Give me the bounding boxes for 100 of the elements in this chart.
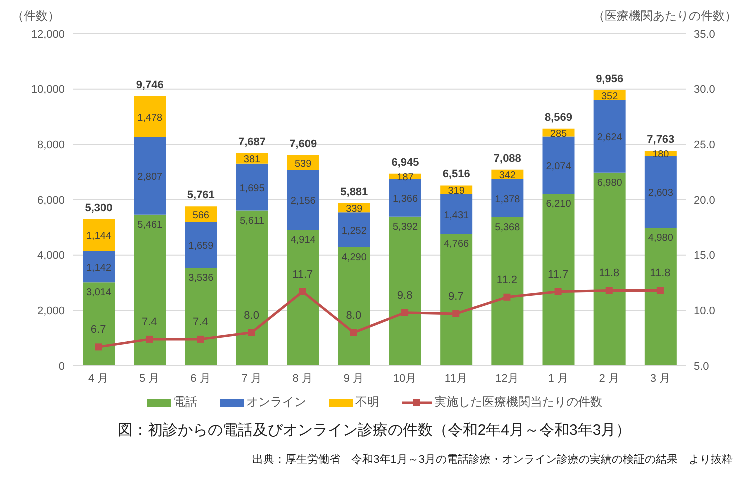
y2-tick-label: 25.0 (694, 140, 716, 152)
point (452, 310, 460, 318)
data-label: 2,807 (138, 172, 164, 184)
y2-axis-title: （医療機関あたりの件数） (593, 8, 733, 25)
data-label: 566 (192, 210, 210, 222)
bar (542, 194, 575, 366)
data-label: 11.8 (650, 268, 671, 280)
total-label: 8,569 (544, 112, 573, 124)
data-label: 1,695 (240, 183, 266, 194)
total-label: 7,687 (238, 136, 266, 148)
data-label: 539 (294, 158, 312, 170)
data-label: 1,144 (86, 231, 112, 242)
legend-label: 不明 (354, 394, 380, 411)
bar (236, 210, 268, 366)
y-tick-label: 6,000 (37, 194, 65, 207)
bar (390, 179, 422, 217)
y2-tick-label: 5.0 (694, 360, 710, 373)
bar (185, 268, 218, 366)
data-label: 11.8 (599, 268, 620, 280)
x-tick-label: 5 月 (140, 372, 160, 385)
bar (83, 251, 115, 283)
x-tick-label: 4 月 (88, 372, 109, 385)
bar (594, 172, 626, 366)
data-label: 3,536 (188, 273, 214, 284)
point (350, 329, 358, 336)
point (656, 287, 664, 294)
y2-tick-label: 35.0 (694, 28, 716, 41)
total-label: 7,088 (494, 152, 522, 165)
data-label: 5,461 (138, 220, 164, 231)
legend-label: オンライン (246, 394, 306, 411)
bar (492, 217, 524, 366)
point (146, 336, 154, 343)
point (606, 287, 613, 294)
total-label: 7,763 (647, 134, 675, 146)
bar (338, 247, 370, 366)
data-label: 2,074 (546, 162, 572, 172)
point (299, 288, 306, 296)
point (554, 288, 562, 296)
bar (185, 222, 218, 268)
data-label: 11.7 (548, 268, 569, 281)
x-tick-label: 12月 (496, 372, 519, 385)
y-tick-label: 0 (58, 360, 65, 373)
total-label: 5,300 (85, 202, 113, 214)
bar (390, 216, 422, 366)
x-tick-label: 10月 (393, 372, 417, 385)
point (248, 329, 256, 336)
bar (134, 214, 166, 366)
data-label: 1,659 (188, 241, 214, 252)
data-label: 6,210 (546, 199, 572, 210)
x-tick-label: 11月 (444, 372, 468, 385)
x-tick-label: 8 月 (292, 372, 313, 385)
x-tick-label: 9 月 (344, 372, 364, 385)
bar (83, 219, 115, 252)
data-label: 7.4 (142, 316, 158, 328)
data-label: 342 (499, 170, 516, 182)
data-label: 2,603 (648, 188, 674, 200)
y2-tick-label: 15.0 (694, 250, 716, 262)
bar (287, 170, 320, 230)
data-label: 5,392 (392, 222, 418, 233)
y-tick-label: 12,000 (31, 28, 65, 41)
y-tick-label: 10,000 (31, 84, 65, 96)
y2-tick-label: 20.0 (694, 194, 716, 207)
data-label: 1,431 (444, 210, 470, 222)
data-label: 1,142 (86, 262, 112, 274)
data-label: 8.0 (244, 310, 260, 322)
point (504, 294, 511, 301)
data-label: 2,624 (597, 132, 623, 144)
bar (644, 156, 677, 228)
x-tick-label: 6 月 (190, 372, 211, 385)
data-label: 5,368 (495, 222, 521, 234)
data-label: 6,980 (597, 178, 623, 189)
y-tick-label: 8,000 (37, 140, 65, 152)
y-tick-label: 4,000 (37, 250, 65, 262)
total-label: 9,956 (596, 74, 624, 86)
bar (594, 100, 626, 173)
data-label: 9.8 (397, 290, 413, 302)
y-axis-title: （件数） (12, 8, 60, 25)
data-label: 4,914 (290, 235, 316, 246)
bar (236, 164, 268, 211)
data-label: 4,980 (648, 233, 674, 244)
point (197, 336, 204, 343)
total-label: 5,881 (340, 186, 368, 198)
data-label: 11.2 (496, 274, 518, 286)
data-label: 8.0 (346, 310, 362, 322)
bar (287, 230, 320, 366)
total-label: 9,746 (136, 79, 164, 92)
data-label: 4,766 (444, 239, 470, 250)
bar (440, 234, 473, 366)
data-label: 4,290 (342, 252, 368, 264)
bar (83, 282, 115, 366)
total-label: 7,609 (290, 138, 318, 150)
x-tick-label: 1 月 (548, 372, 568, 385)
data-label: 1,252 (342, 226, 368, 237)
data-label: 1,478 (138, 112, 164, 124)
point (95, 344, 102, 351)
bar (492, 179, 524, 218)
y2-tick-label: 10.0 (694, 306, 716, 318)
text: 図：初診からの電話及びオンライン診療の件数（令和2年4月～令和3年3月） (116, 421, 632, 440)
total-label: 6,516 (442, 168, 470, 181)
data-label: 9.7 (448, 290, 464, 303)
